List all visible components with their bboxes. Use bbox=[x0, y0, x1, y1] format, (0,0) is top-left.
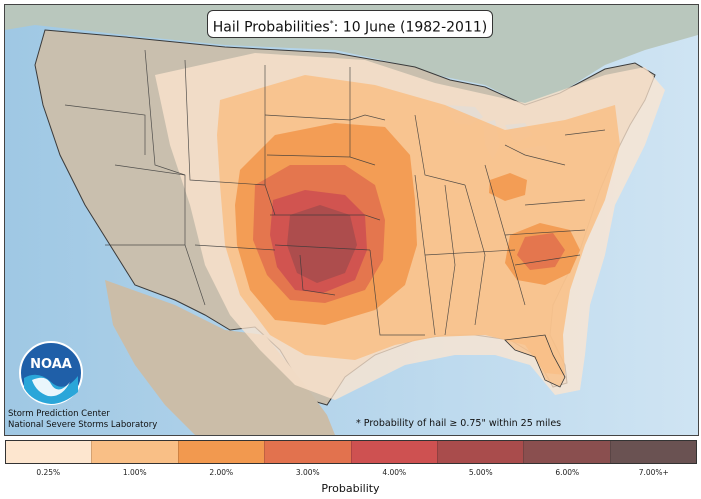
florida bbox=[504, 334, 566, 388]
legend-swatch bbox=[436, 441, 524, 463]
credit-line-spc: Storm Prediction Center bbox=[8, 409, 110, 419]
legend-label: 2.00% bbox=[209, 468, 234, 477]
legend-label: 0.25% bbox=[36, 468, 61, 477]
legend-colorbar bbox=[5, 440, 697, 464]
map-title: Hail Probabilities*: 10 June (1982-2011) bbox=[207, 10, 493, 38]
legend-label: 3.00% bbox=[295, 468, 320, 477]
legend-swatch bbox=[91, 441, 178, 463]
legend-title: Probability bbox=[321, 482, 380, 495]
legend-label: 1.00% bbox=[122, 468, 147, 477]
canada-land bbox=[5, 5, 698, 105]
title-marker: * bbox=[329, 19, 334, 28]
legend-label: 5.00% bbox=[468, 468, 493, 477]
map-frame bbox=[4, 4, 699, 436]
legend-label: 4.00% bbox=[382, 468, 407, 477]
legend-swatch bbox=[350, 441, 437, 463]
legend-labels: 0.25% 1.00% 2.00% 3.00% 4.00% 5.00% 6.00% 7.00%… bbox=[5, 468, 697, 480]
mexico-land bbox=[105, 280, 335, 435]
noaa-logo: NOAA bbox=[19, 341, 83, 405]
legend-swatch bbox=[177, 441, 265, 463]
logo-text: NOAA bbox=[30, 357, 72, 372]
legend-swatch bbox=[523, 441, 610, 463]
legend-swatch bbox=[264, 441, 351, 463]
footnote: * Probability of hail ≥ 0.75" within 25 … bbox=[356, 418, 562, 429]
title-main: Hail Probabilities bbox=[212, 19, 330, 36]
legend-swatch bbox=[6, 441, 92, 463]
legend-label: 7.00%+ bbox=[638, 468, 669, 477]
legend-swatch bbox=[609, 441, 696, 463]
map-canvas bbox=[5, 5, 698, 435]
credit-line-nssl: National Severe Storms Laboratory bbox=[8, 420, 158, 430]
credits: Storm Prediction Center National Severe … bbox=[8, 409, 157, 431]
contour-5-00 bbox=[287, 205, 357, 283]
title-date: : 10 June (1982-2011) bbox=[333, 19, 488, 36]
legend-label: 6.00% bbox=[555, 468, 580, 477]
state-boundaries bbox=[64, 49, 606, 336]
